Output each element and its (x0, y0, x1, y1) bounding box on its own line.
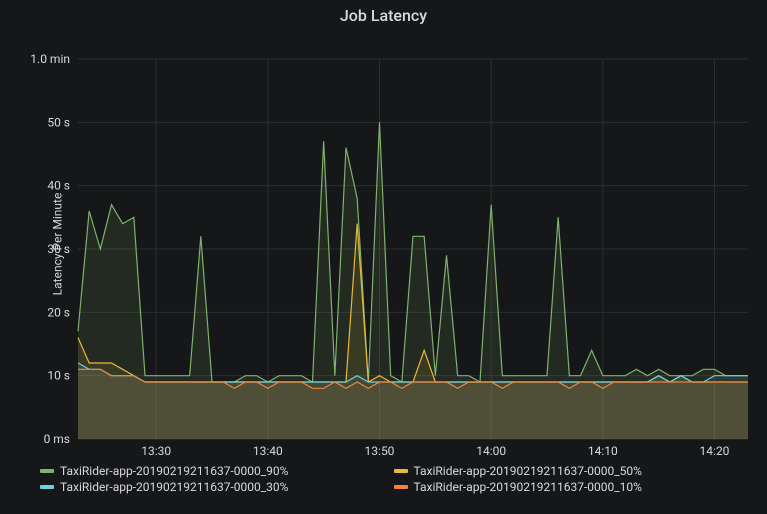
legend-item[interactable]: TaxiRider-app-20190219211637-0000_90% (40, 463, 394, 479)
legend-swatch (394, 469, 408, 473)
svg-text:40 s: 40 s (47, 179, 70, 193)
svg-text:14:00: 14:00 (476, 444, 506, 458)
svg-text:10 s: 10 s (47, 369, 70, 383)
legend-item[interactable]: TaxiRider-app-20190219211637-0000_30% (40, 479, 394, 495)
svg-text:0 ms: 0 ms (44, 432, 70, 446)
svg-text:13:30: 13:30 (141, 444, 171, 458)
legend-label: TaxiRider-app-20190219211637-0000_10% (414, 480, 642, 494)
legend-item[interactable]: TaxiRider-app-20190219211637-0000_50% (394, 463, 748, 479)
svg-text:14:20: 14:20 (700, 444, 730, 458)
legend-label: TaxiRider-app-20190219211637-0000_50% (414, 464, 642, 478)
svg-text:13:40: 13:40 (253, 444, 283, 458)
svg-text:50 s: 50 s (47, 115, 70, 129)
legend: TaxiRider-app-20190219211637-0000_90% Tax… (0, 459, 767, 495)
legend-swatch (40, 485, 54, 489)
chart-area[interactable]: Latency Per Minute 0 ms10 s20 s30 s40 s5… (0, 29, 767, 459)
legend-label: TaxiRider-app-20190219211637-0000_30% (60, 480, 288, 494)
legend-swatch (40, 469, 54, 473)
legend-item[interactable]: TaxiRider-app-20190219211637-0000_10% (394, 479, 748, 495)
legend-swatch (394, 485, 408, 489)
legend-label: TaxiRider-app-20190219211637-0000_90% (60, 464, 288, 478)
svg-text:30 s: 30 s (47, 242, 70, 256)
svg-text:13:50: 13:50 (365, 444, 395, 458)
svg-text:1.0 min: 1.0 min (30, 52, 70, 66)
chart-svg: 0 ms 10 s 20 s 30 s 40 s 50 s 1.0 min 13:30 13:4… (0, 29, 767, 459)
svg-text:14:10: 14:10 (588, 444, 618, 458)
svg-text:20 s: 20 s (47, 305, 70, 319)
chart-panel: Job Latency Latency Per Minute 0 ms10 s2… (0, 0, 767, 514)
panel-title: Job Latency (0, 0, 767, 29)
